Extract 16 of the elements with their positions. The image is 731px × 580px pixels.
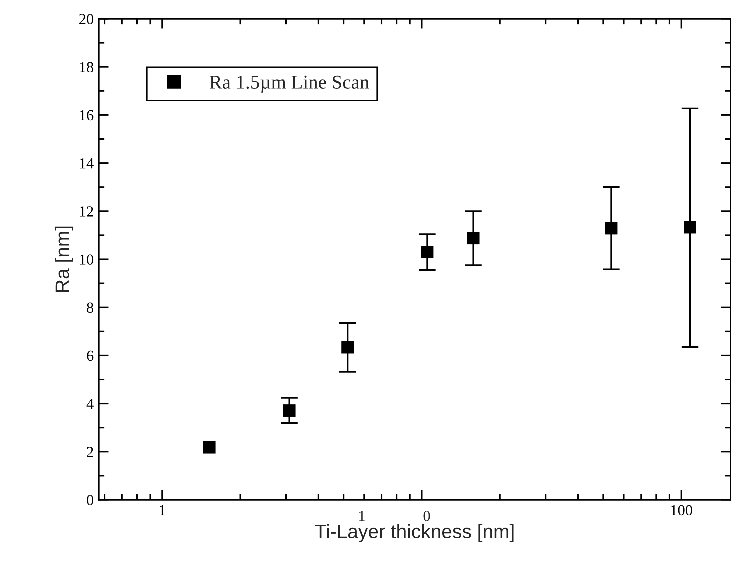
y-tick-label: 8 [87,302,94,314]
y-tick-label: 20 [80,14,94,24]
y-axis-title: Ra [nm] [55,226,74,292]
y-tick-label: 2 [87,447,94,458]
y-tick-label: 4 [86,399,94,410]
y-tick-label: 18 [80,62,94,73]
y-tick-label: 0 [87,495,94,506]
y-tick-label: 16 [80,110,94,121]
y-tick-label: 6 [87,350,94,362]
y-tick-label: 14 [80,158,94,169]
x-tick-label: 100 [671,505,692,516]
x-axis-title: Ti-Layer thickness [nm] [315,524,514,542]
text: 0 [424,511,430,522]
y-tick-label: 12 [80,206,94,217]
legend-label: Ra 1.5µm Line Scan [210,76,370,93]
y-tick-label: 10 [80,254,94,265]
